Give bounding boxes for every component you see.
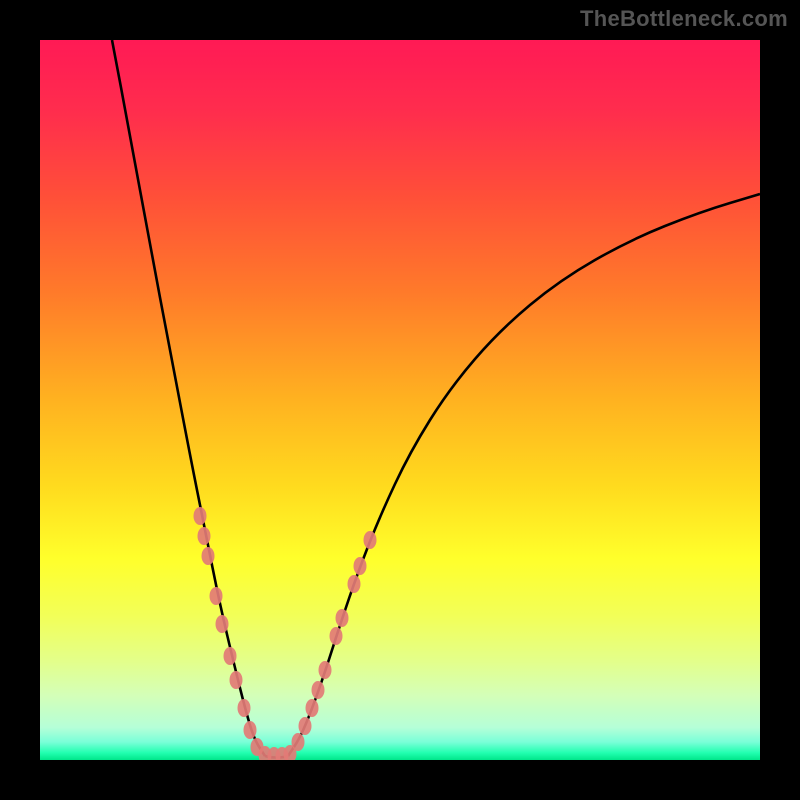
watermark-text: TheBottleneck.com (580, 6, 788, 32)
data-marker (216, 615, 229, 633)
data-marker (194, 507, 207, 525)
plot-area (40, 40, 760, 760)
data-marker (299, 717, 312, 735)
data-marker (224, 647, 237, 665)
data-marker (230, 671, 243, 689)
data-marker (364, 531, 377, 549)
data-marker (348, 575, 361, 593)
data-marker (198, 527, 211, 545)
data-marker (238, 699, 251, 717)
data-marker (330, 627, 343, 645)
chart-svg (40, 40, 760, 760)
data-marker (306, 699, 319, 717)
data-marker (210, 587, 223, 605)
frame: TheBottleneck.com (0, 0, 800, 800)
data-marker (319, 661, 332, 679)
data-marker (354, 557, 367, 575)
data-marker (312, 681, 325, 699)
data-marker (336, 609, 349, 627)
data-marker (244, 721, 257, 739)
data-marker (292, 733, 305, 751)
gradient-background (40, 40, 760, 760)
data-marker (202, 547, 215, 565)
